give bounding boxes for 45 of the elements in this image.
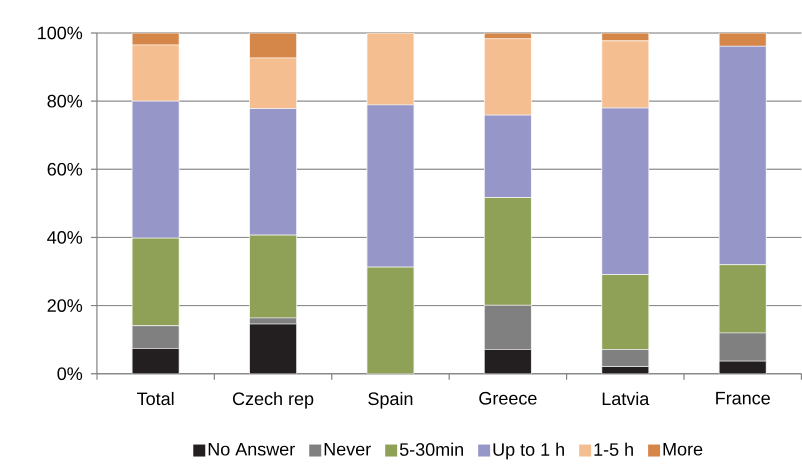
bar — [132, 348, 180, 374]
x-tick-label: France — [716, 392, 770, 405]
bar — [601, 108, 650, 276]
legend-label: 1-5 h — [594, 442, 633, 456]
bar — [249, 108, 297, 236]
bar — [484, 349, 532, 374]
bar — [601, 40, 650, 109]
x-tick-label: Czech rep — [232, 392, 314, 409]
bar — [484, 38, 532, 116]
bar — [484, 305, 532, 350]
bar — [718, 360, 767, 374]
bar — [132, 33, 180, 46]
legend-label: Never — [324, 443, 371, 456]
bar — [718, 33, 767, 47]
y-tick-label: 20% — [48, 299, 82, 312]
bar — [132, 238, 180, 326]
y-tick-label: 100% — [38, 26, 82, 40]
bar — [484, 197, 532, 306]
legend-label: Up to 1 h — [494, 442, 564, 460]
y-tick-label: 80% — [48, 94, 82, 108]
legend-label: No Answer — [208, 443, 295, 456]
bar — [484, 114, 532, 198]
legend-label: More — [664, 443, 702, 456]
x-tick-label: Latvia — [602, 392, 650, 406]
bar — [249, 324, 297, 374]
bar — [366, 33, 414, 106]
x-tick-label: Greece — [479, 392, 537, 405]
bar — [249, 58, 297, 110]
x-tick-label: Total — [137, 392, 174, 406]
bar — [366, 266, 414, 374]
y-tick-label: 0% — [57, 368, 82, 380]
y-tick-label: 60% — [48, 163, 82, 176]
x-tick-label: Spain — [368, 392, 412, 409]
legend-label: 5-30min — [400, 442, 463, 456]
bar — [366, 104, 414, 268]
bar — [718, 46, 767, 266]
bar — [602, 366, 649, 374]
bar — [249, 234, 297, 318]
y-tick-label: 40% — [47, 231, 82, 244]
bar — [132, 100, 180, 239]
bar — [601, 349, 650, 368]
bar — [601, 274, 650, 350]
bar — [132, 44, 180, 102]
bar — [718, 264, 767, 334]
bar — [249, 33, 297, 58]
